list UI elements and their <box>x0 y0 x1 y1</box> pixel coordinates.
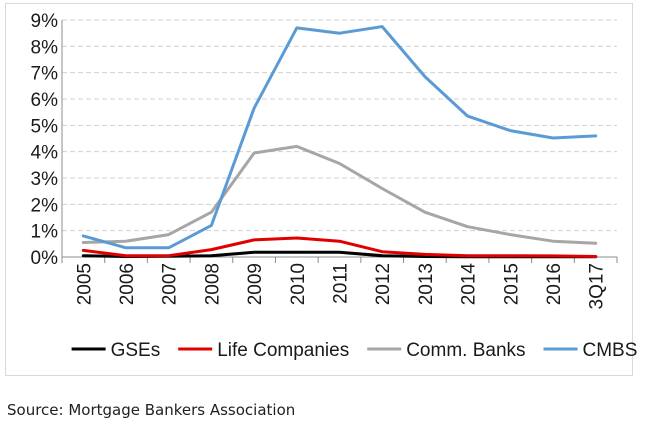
y-tick-label: 1% <box>31 222 59 243</box>
x-tick-label: 2006 <box>117 263 138 305</box>
legend: GSEs Life Companies Comm. Banks CMBS <box>71 340 638 361</box>
legend-label: GSEs <box>111 340 161 361</box>
y-tick-label: 0% <box>31 248 59 269</box>
legend-item: Life Companies <box>178 340 349 361</box>
x-tick-label: 2009 <box>245 263 266 305</box>
x-tick-label: 2013 <box>416 263 437 305</box>
x-tick-label: 2011 <box>331 263 352 304</box>
axes <box>61 20 618 263</box>
y-tick-label: 6% <box>31 90 59 111</box>
y-tick-label: 7% <box>31 64 59 85</box>
legend-label: CMBS <box>583 340 638 361</box>
x-tick-label: 2007 <box>160 263 181 305</box>
legend-item: CMBS <box>543 340 638 361</box>
series-line-comm-banks <box>81 144 598 245</box>
x-tick-label: 2010 <box>288 263 309 305</box>
legend-item: GSEs <box>71 340 161 361</box>
x-tick-label: 2012 <box>373 263 394 305</box>
series-lines <box>81 25 598 259</box>
y-tick-label: 8% <box>31 37 59 58</box>
series-line-life-companies <box>81 236 598 258</box>
legend-label: Life Companies <box>217 340 349 361</box>
y-tick-label: 2% <box>31 195 59 216</box>
x-tick-label: 2015 <box>501 263 522 305</box>
chart-frame <box>5 3 633 376</box>
x-tick-label: 2005 <box>74 263 95 305</box>
series-line-cmbs <box>81 25 598 250</box>
x-tick-label: 3Q17 <box>587 263 608 309</box>
legend-item: Comm. Banks <box>367 340 526 361</box>
y-axis-tick-labels: 0% 1% 2% 3% 4% 5% 6% 7% 8% 9% <box>31 11 59 269</box>
line-chart: 0%1%2%3%4%5%6%7%8%9% 2005 2006 2007 2008 200… <box>31 11 638 361</box>
x-axis-tick-labels: 2005 2006 2007 2008 2009 2010 2011 2012 2013 2014… <box>74 263 607 310</box>
source-note: Source: Mortgage Bankers Association <box>7 401 296 419</box>
x-tick-label: 2016 <box>544 263 565 305</box>
y-tick-label: 5% <box>31 116 59 137</box>
x-tick-label: 2014 <box>459 263 480 306</box>
y-tick-label: 3% <box>31 169 59 190</box>
gridlines <box>62 19 617 232</box>
y-tick-label: 9% <box>31 11 59 32</box>
y-tick-label: 4% <box>31 143 59 164</box>
x-tick-label: 2008 <box>202 263 223 305</box>
legend-label: Comm. Banks <box>406 340 525 361</box>
